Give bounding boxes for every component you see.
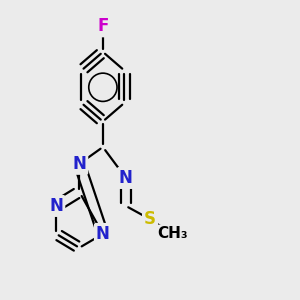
Text: N: N: [72, 155, 86, 173]
Text: F: F: [97, 17, 109, 35]
Text: N: N: [50, 197, 63, 215]
Text: N: N: [96, 225, 110, 243]
Text: N: N: [119, 169, 133, 187]
Text: CH₃: CH₃: [157, 226, 188, 242]
Text: S: S: [144, 210, 156, 228]
